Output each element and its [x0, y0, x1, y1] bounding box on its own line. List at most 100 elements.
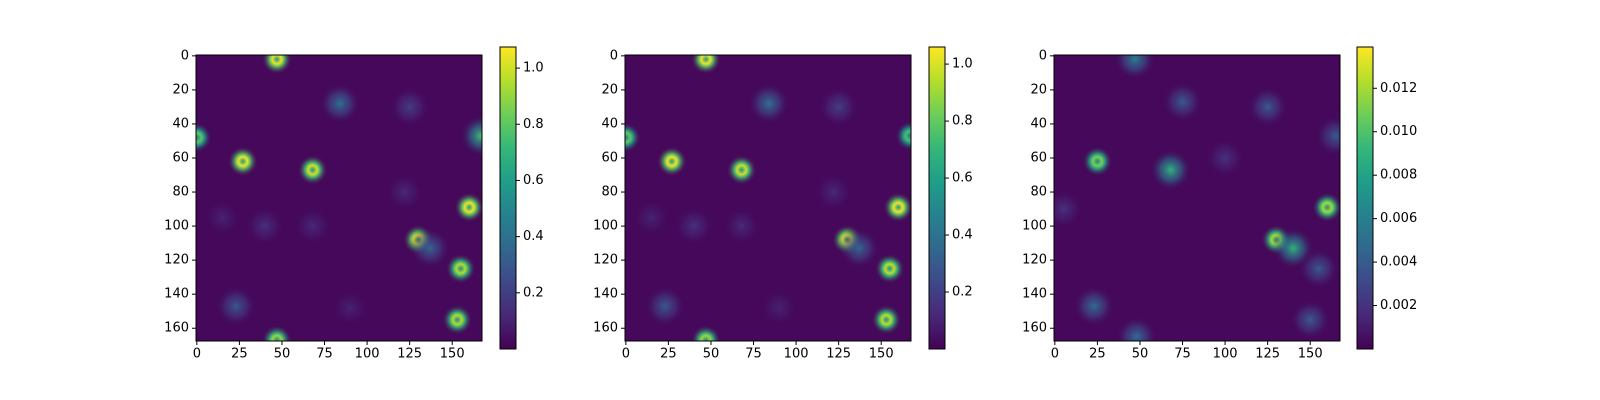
- y-tick-label: 20: [601, 82, 618, 97]
- heat-spot: [1113, 55, 1157, 81]
- heat-spot: [318, 82, 362, 125]
- heatmap-image: [196, 55, 482, 341]
- heat-spot: [459, 114, 482, 158]
- y-tick-label: 40: [172, 116, 189, 131]
- heat-spot: [672, 204, 716, 248]
- colorbar-tick-label: 0.006: [1380, 211, 1417, 226]
- x-tick-label: 0: [193, 347, 201, 362]
- heatmap-image: [625, 55, 911, 341]
- heat-spot: [1314, 114, 1340, 158]
- heat-spot: [1054, 187, 1085, 231]
- colorbar-tick-label: 0.8: [952, 114, 973, 129]
- y-tick-label: 60: [1030, 150, 1047, 165]
- y-tick-label: 140: [164, 287, 189, 302]
- colorbar-tick-label: 0.004: [1380, 255, 1417, 270]
- heat-spot: [812, 170, 855, 214]
- heat-spot: [261, 55, 293, 75]
- colorbar: [1356, 46, 1374, 350]
- x-tick-label: 150: [1298, 347, 1323, 362]
- heat-spot: [441, 304, 473, 336]
- heat-spot: [643, 284, 687, 328]
- colorbar: [928, 46, 946, 350]
- heat-spot: [261, 324, 293, 341]
- colorbar-tick-label: 1.0: [523, 61, 544, 76]
- y-tick-label: 160: [164, 321, 189, 336]
- y-tick-label: 40: [1030, 116, 1047, 131]
- x-tick-label: 100: [355, 347, 380, 362]
- colorbar-tick-label: 0.010: [1380, 124, 1417, 139]
- heat-spot: [747, 82, 791, 125]
- y-tick-label: 120: [164, 253, 189, 268]
- x-tick-label: 25: [660, 347, 677, 362]
- y-tick-label: 80: [601, 185, 618, 200]
- x-tick-label: 50: [274, 347, 291, 362]
- colorbar-tick-label: 0.002: [1380, 298, 1417, 313]
- axes-frame: [195, 54, 483, 342]
- colorbar-tick-label: 1.0: [952, 57, 973, 72]
- x-tick-label: 75: [1174, 347, 1191, 362]
- x-tick-label: 150: [440, 347, 465, 362]
- heat-spot: [656, 146, 688, 177]
- y-tick-label: 160: [1022, 321, 1047, 336]
- colorbar-tick-label: 0.2: [952, 285, 973, 300]
- heat-spot: [445, 253, 477, 284]
- colorbar-tick-label: 0.4: [523, 229, 544, 244]
- x-tick-label: 100: [784, 347, 809, 362]
- colorbar-tick-label: 0.8: [523, 117, 544, 132]
- y-tick-label: 40: [601, 116, 618, 131]
- colorbar-tick-label: 0.2: [523, 285, 544, 300]
- y-tick-label: 140: [1022, 287, 1047, 302]
- x-tick-label: 75: [316, 347, 333, 362]
- y-tick-label: 60: [601, 150, 618, 165]
- x-tick-label: 100: [1213, 347, 1238, 362]
- y-tick-label: 100: [593, 219, 618, 234]
- x-tick-label: 50: [703, 347, 720, 362]
- heat-spot: [1149, 148, 1193, 192]
- x-tick-label: 0: [622, 347, 630, 362]
- heat-spot: [894, 120, 911, 152]
- y-tick-label: 60: [172, 150, 189, 165]
- y-tick-label: 20: [1030, 82, 1047, 97]
- heat-spot: [690, 324, 722, 341]
- x-tick-label: 25: [231, 347, 248, 362]
- heat-spot: [625, 122, 642, 153]
- x-tick-label: 0: [1051, 347, 1059, 362]
- y-tick-label: 100: [164, 219, 189, 234]
- y-tick-label: 100: [1022, 219, 1047, 234]
- heatmap-image: [1054, 55, 1340, 341]
- x-tick-label: 125: [1255, 347, 1280, 362]
- x-tick-label: 25: [1089, 347, 1106, 362]
- y-tick-label: 0: [181, 48, 189, 63]
- heat-spot: [874, 253, 906, 284]
- y-tick-label: 0: [1039, 48, 1047, 63]
- heat-spot: [328, 286, 372, 330]
- heat-spot: [291, 204, 335, 248]
- heat-spot: [243, 204, 287, 248]
- heat-spot: [817, 85, 861, 129]
- x-tick-label: 150: [869, 347, 894, 362]
- colorbar-tick-label: 0.4: [952, 228, 973, 243]
- x-tick-label: 125: [826, 347, 851, 362]
- y-tick-label: 140: [593, 287, 618, 302]
- heat-spot: [726, 154, 757, 186]
- x-tick-label: 75: [745, 347, 762, 362]
- x-tick-label: 50: [1132, 347, 1149, 362]
- y-tick-label: 80: [1030, 185, 1047, 200]
- y-tick-label: 0: [610, 48, 618, 63]
- heat-spot: [383, 170, 426, 214]
- heat-spot: [720, 204, 764, 248]
- y-tick-label: 20: [172, 82, 189, 97]
- heat-spot: [629, 196, 673, 240]
- heat-spot: [1115, 315, 1159, 341]
- colorbar-tick-label: 0.008: [1380, 168, 1417, 183]
- heat-spot: [757, 286, 801, 330]
- heat-spot: [1072, 284, 1116, 328]
- colorbar-tick-label: 0.6: [952, 171, 973, 186]
- y-tick-label: 80: [172, 185, 189, 200]
- heat-spot: [882, 192, 911, 223]
- heat-spot: [1311, 192, 1340, 223]
- heat-spot: [1297, 247, 1340, 291]
- colorbar-tick-label: 0.012: [1380, 81, 1417, 96]
- axes-frame: [624, 54, 912, 342]
